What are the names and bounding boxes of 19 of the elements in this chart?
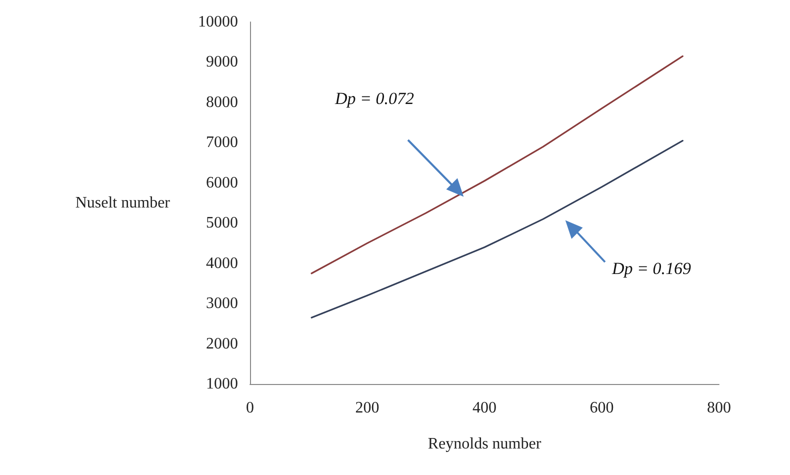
y-tick-label: 5000	[206, 214, 238, 232]
y-tick-label: 10000	[198, 14, 238, 30]
x-tick-label: 400	[472, 400, 496, 416]
x-tick-label: 800	[707, 400, 731, 416]
y-tick-label: 6000	[206, 174, 238, 192]
y-tick-label: 1000	[206, 376, 238, 392]
y-tick-label: 2000	[206, 335, 238, 352]
x-tick-label: 0	[246, 400, 254, 416]
annotation: Dp = 0.072	[334, 89, 414, 108]
y-axis-title: Nuselt number	[75, 194, 171, 212]
y-tick-label: 8000	[206, 94, 238, 111]
y-tick-label: 3000	[206, 295, 238, 312]
x-tick-label: 600	[590, 400, 614, 416]
y-tick-label: 7000	[206, 134, 238, 152]
x-tick-label: 200	[355, 400, 380, 416]
y-tick-label: 4000	[206, 254, 238, 272]
annotation: Dp = 0.169	[611, 259, 692, 278]
x-axis-title: Reynolds number	[428, 436, 542, 452]
y-tick-label: 9000	[206, 54, 238, 71]
